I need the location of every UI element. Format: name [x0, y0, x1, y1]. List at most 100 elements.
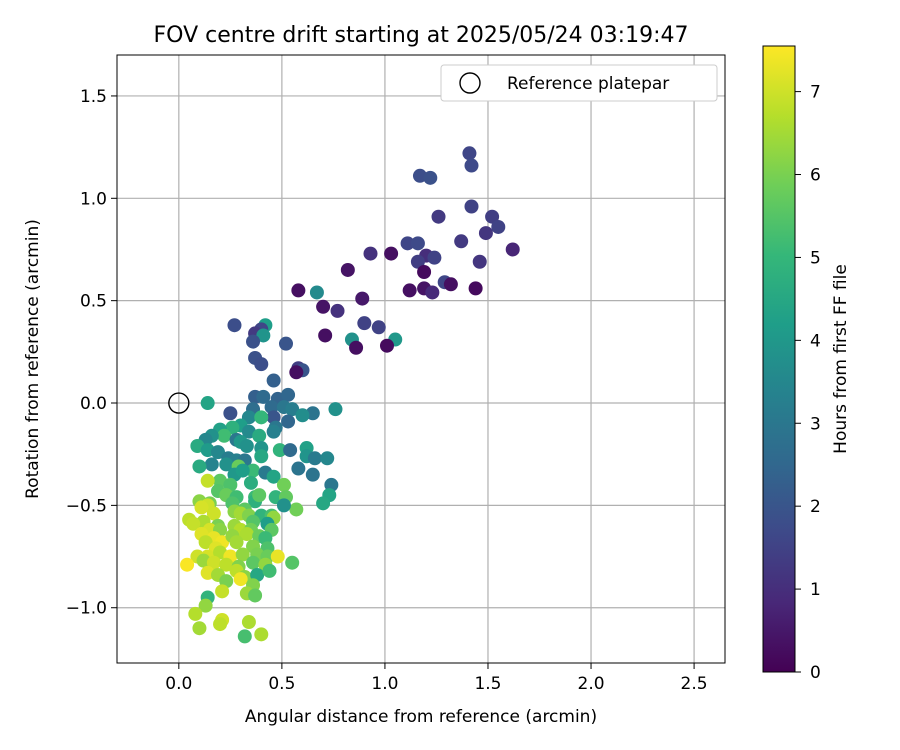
data-point — [237, 629, 252, 644]
data-point — [219, 457, 234, 472]
data-point — [371, 320, 386, 335]
colorbar-tick-label: 5 — [810, 248, 821, 268]
data-point — [192, 459, 207, 474]
data-point — [200, 473, 215, 488]
data-point — [215, 584, 230, 599]
data-point — [206, 506, 221, 521]
data-point — [254, 627, 269, 642]
grid-lines — [117, 55, 725, 663]
data-point — [505, 242, 520, 257]
data-point — [227, 318, 242, 333]
data-point — [223, 406, 238, 421]
x-tick-label: 1.5 — [474, 674, 501, 694]
data-point — [283, 443, 298, 458]
x-axis-label: Angular distance from reference (arcmin) — [245, 707, 597, 727]
legend-box — [440, 64, 718, 102]
data-point — [454, 234, 469, 249]
data-point — [276, 498, 291, 513]
data-point — [462, 146, 477, 161]
data-point — [281, 387, 296, 402]
data-point — [340, 262, 355, 277]
data-point — [357, 316, 372, 331]
data-point — [217, 428, 232, 443]
data-point — [194, 500, 209, 515]
x-tick-label: 0.0 — [165, 674, 192, 694]
data-point — [464, 199, 479, 214]
data-point — [291, 461, 306, 476]
colorbar-gradient — [762, 45, 796, 673]
legend-marker — [459, 72, 481, 94]
data-point — [204, 457, 219, 472]
data-point — [410, 254, 425, 269]
data-point — [427, 250, 442, 265]
data-point — [200, 396, 215, 411]
data-point — [188, 606, 203, 621]
data-point — [443, 277, 458, 292]
data-point — [281, 414, 296, 429]
data-point — [254, 410, 269, 425]
chart-title: FOV centre drift starting at 2025/05/24 … — [154, 23, 689, 48]
data-point — [246, 334, 261, 349]
data-point — [243, 475, 258, 490]
colorbar-tick-label: 0 — [810, 663, 821, 683]
y-tick-label: −1.0 — [66, 599, 107, 619]
x-tick-label: 2.5 — [681, 674, 708, 694]
data-point — [206, 555, 221, 570]
data-point — [307, 451, 322, 466]
colorbar-tick-label: 3 — [810, 414, 821, 434]
data-point — [423, 170, 438, 185]
data-point — [431, 209, 446, 224]
data-point — [491, 219, 506, 234]
data-point — [233, 572, 248, 587]
y-tick-label: 1.0 — [80, 189, 107, 209]
colorbar: 0 1 2 3 4 5 6 7 Hours from first FF file — [762, 45, 851, 683]
x-axis-ticks: 0.0 0.5 1.0 1.5 2.0 2.5 — [165, 663, 708, 694]
data-point — [316, 299, 331, 314]
data-point — [328, 402, 343, 417]
data-point — [180, 557, 195, 572]
data-point — [213, 617, 228, 632]
data-point — [192, 621, 207, 636]
data-point — [468, 281, 483, 296]
data-point — [266, 469, 281, 484]
y-axis-ticks: −1.0 −0.5 0.0 0.5 1.0 1.5 — [66, 87, 117, 619]
reference-platepar-marker — [168, 392, 190, 414]
y-tick-label: −0.5 — [66, 496, 107, 516]
data-point — [485, 209, 500, 224]
data-point — [295, 408, 310, 423]
colorbar-tick-label: 6 — [810, 166, 821, 186]
data-point — [270, 549, 285, 564]
data-point — [266, 373, 281, 388]
data-point — [262, 563, 277, 578]
data-point — [272, 443, 287, 458]
data-point — [309, 285, 324, 300]
legend: Reference platepar — [440, 64, 718, 102]
data-point — [417, 264, 432, 279]
plot-frame — [116, 54, 726, 664]
data-point — [239, 527, 254, 542]
legend-label: Reference platepar — [507, 74, 669, 94]
data-point — [285, 402, 300, 417]
data-point — [410, 236, 425, 251]
data-point — [266, 424, 281, 439]
data-point — [229, 535, 244, 550]
y-tick-label: 1.5 — [80, 87, 107, 107]
data-point — [400, 236, 415, 251]
data-point — [256, 328, 271, 343]
data-point — [472, 254, 487, 269]
data-point — [246, 555, 261, 570]
data-point — [478, 226, 493, 241]
data-point — [210, 445, 225, 460]
data-point — [289, 365, 304, 380]
data-point — [305, 467, 320, 482]
x-tick-label: 2.0 — [578, 674, 605, 694]
data-point — [363, 246, 378, 261]
data-point — [379, 338, 394, 353]
data-point — [279, 336, 294, 351]
colorbar-tick-label: 4 — [810, 331, 821, 351]
data-point — [464, 158, 479, 173]
colorbar-tick-label: 1 — [810, 580, 821, 600]
x-tick-label: 0.5 — [268, 674, 295, 694]
data-point — [241, 615, 256, 630]
